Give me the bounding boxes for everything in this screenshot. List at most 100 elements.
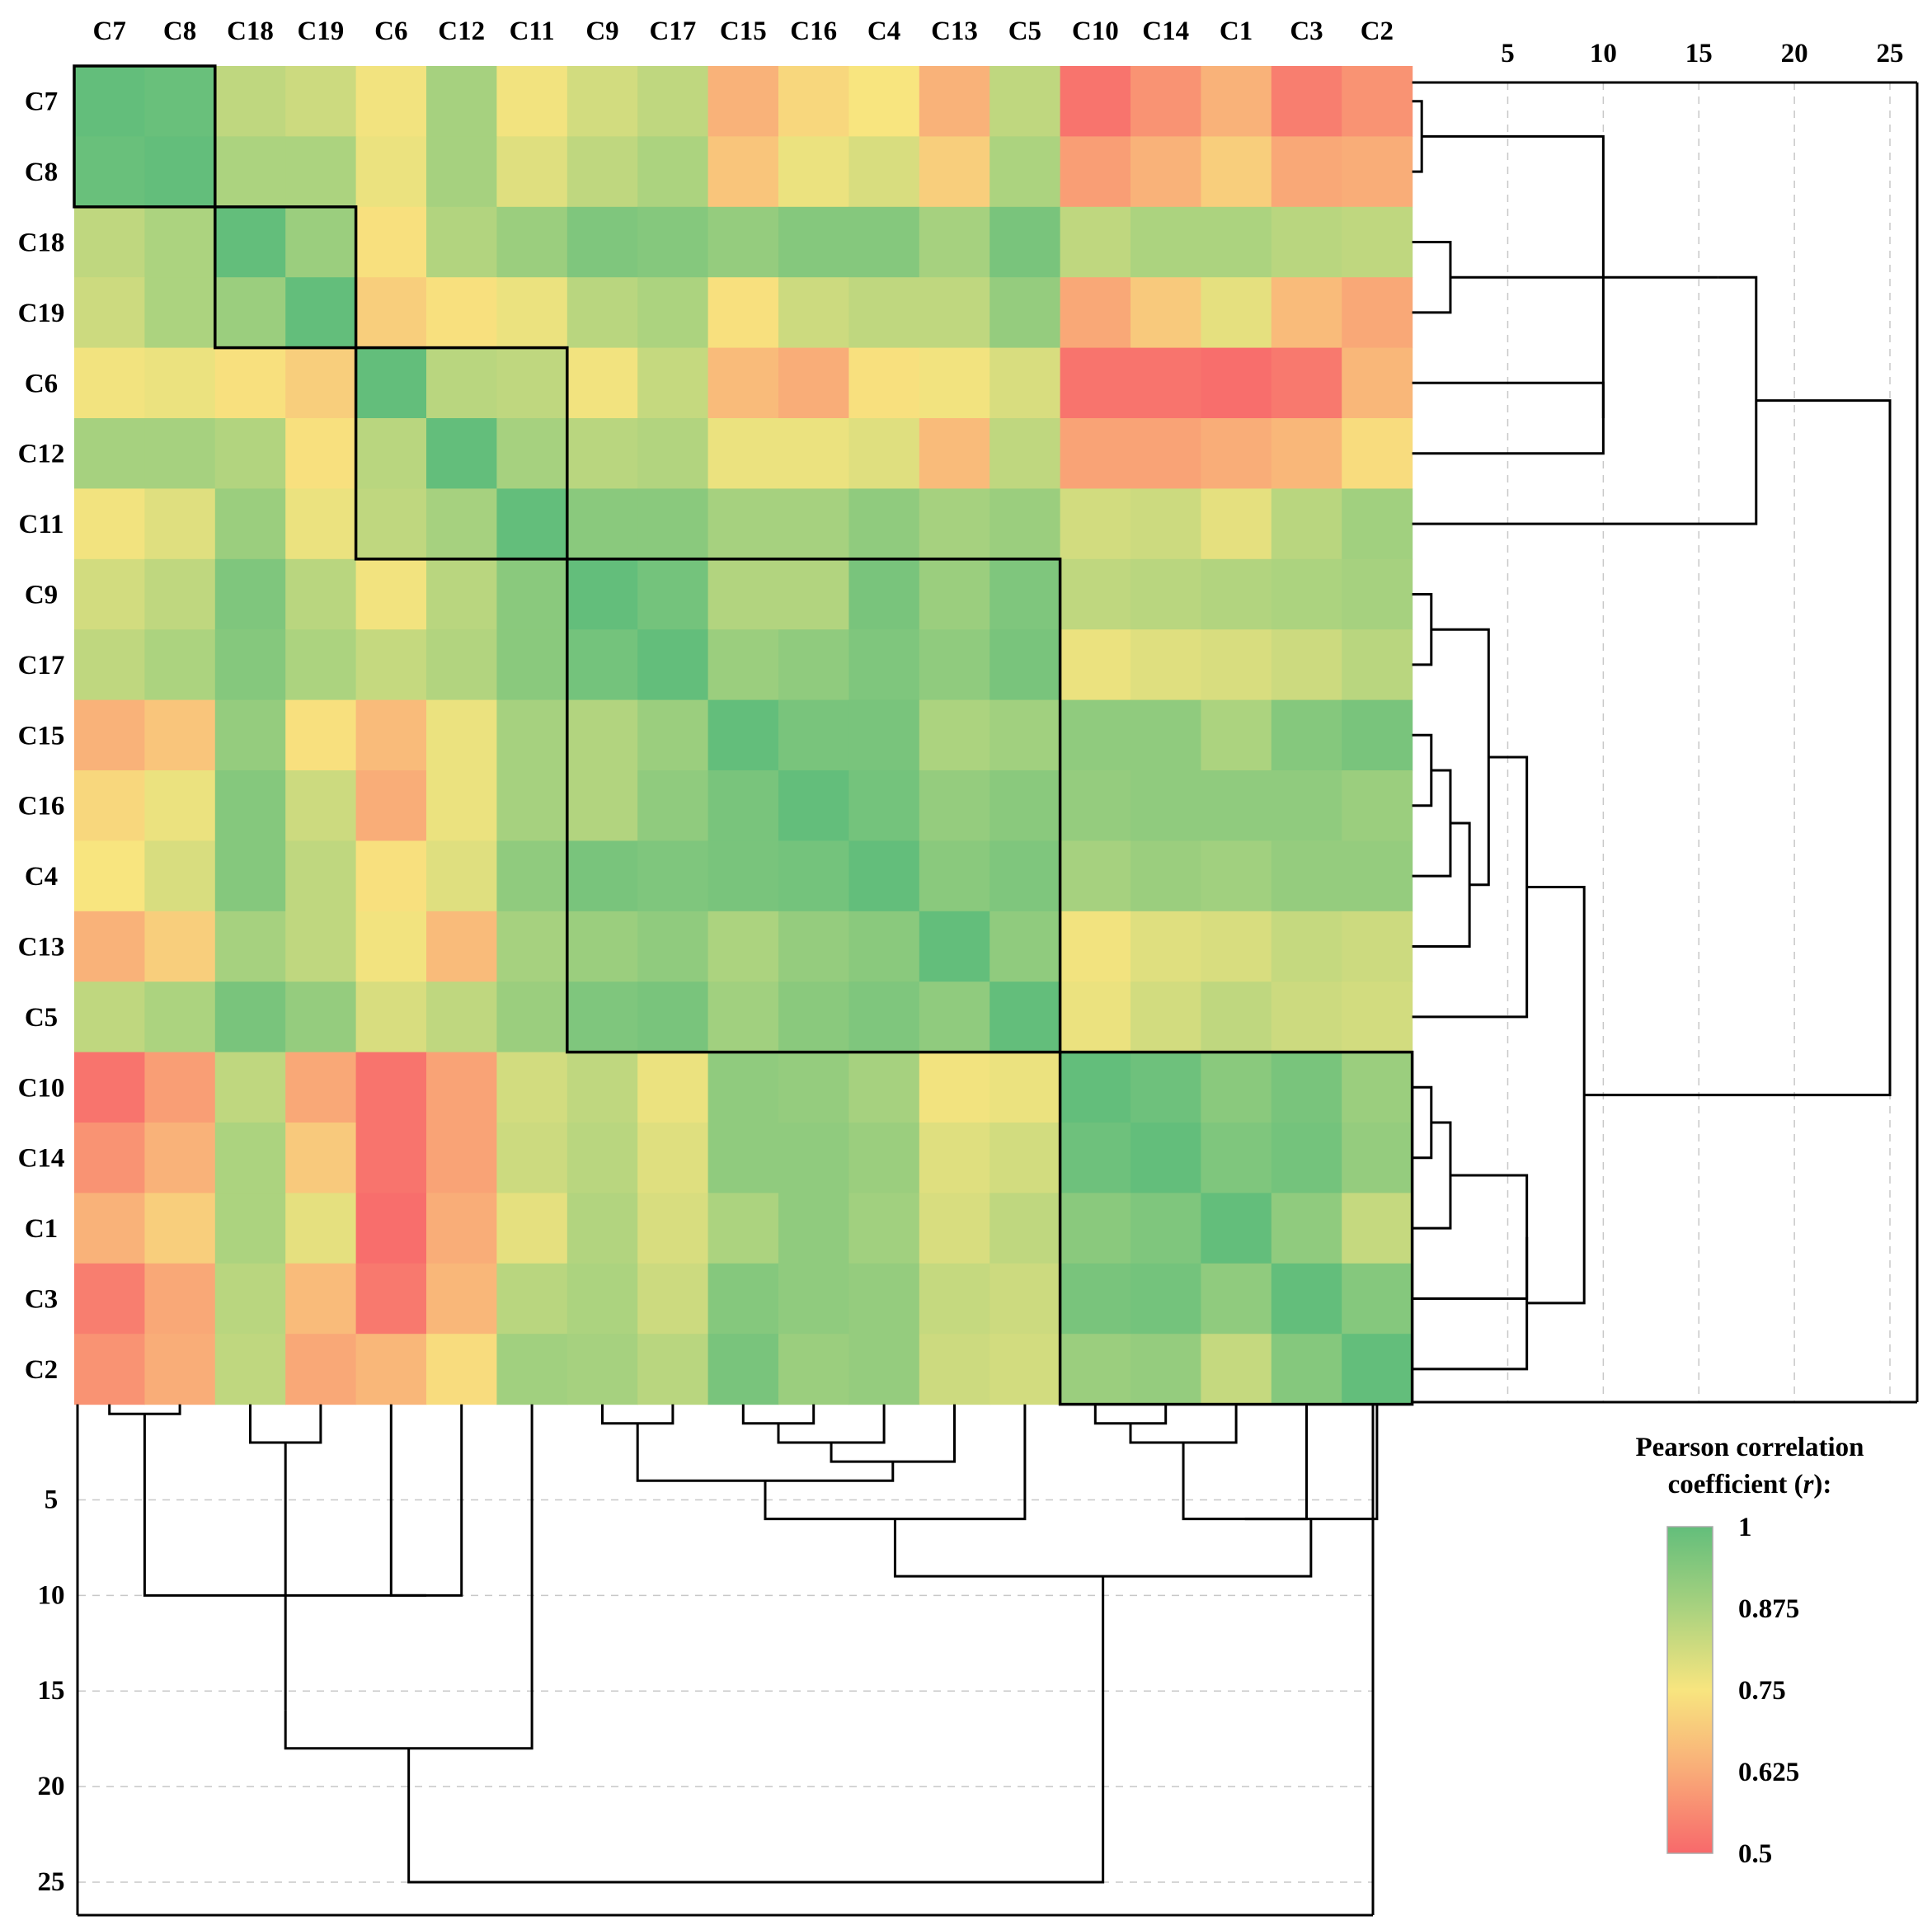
heatmap-cell-C5-C14 xyxy=(1131,981,1201,1053)
heatmap-cell-C8-C17 xyxy=(637,136,709,208)
heatmap-cell-C12-C19 xyxy=(285,418,357,489)
heatmap-cell-C6-C5 xyxy=(990,347,1061,419)
heatmap-cell-C11-C5 xyxy=(990,488,1061,560)
column-label-C18: C18 xyxy=(227,16,274,46)
right-axis-tick-20: 20 xyxy=(1781,39,1808,68)
heatmap-cell-C16-C11 xyxy=(496,770,568,841)
heatmap-cell-C8-C3 xyxy=(1271,136,1342,208)
heatmap-cell-C14-C15 xyxy=(707,1123,779,1193)
heatmap-cell-C6-C9 xyxy=(566,347,638,419)
heatmap-cell-C6-C1 xyxy=(1201,347,1272,419)
heatmap-cell-C18-C15 xyxy=(707,206,779,278)
heatmap-cell-C3-C14 xyxy=(1131,1263,1201,1335)
heatmap-cell-C13-C5 xyxy=(990,911,1061,982)
heatmap-cell-C7-C18 xyxy=(214,66,286,137)
heatmap-cell-C17-C6 xyxy=(355,629,427,701)
row-label-C10: C10 xyxy=(18,1073,65,1103)
heatmap-cell-C15-C18 xyxy=(214,699,286,771)
row-label-C2: C2 xyxy=(25,1355,58,1385)
column-dendrogram-link-16 xyxy=(1244,1404,1379,1521)
heatmap-cell-C4-C15 xyxy=(707,840,779,912)
heatmap-cell-C19-C17 xyxy=(637,277,709,349)
heatmap-cell-C5-C13 xyxy=(919,981,990,1053)
heatmap-cell-C6-C16 xyxy=(778,347,849,419)
right-axis-tick-10: 10 xyxy=(1590,39,1617,68)
heatmap-cell-C14-C4 xyxy=(848,1123,920,1193)
heatmap-cell-C15-C12 xyxy=(426,699,497,771)
row-dendrogram-link-1 xyxy=(1412,100,1423,173)
heatmap-cell-C18-C17 xyxy=(637,206,709,278)
heatmap-cell-C16-C18 xyxy=(214,770,286,841)
heatmap-cell-C8-C6 xyxy=(355,136,427,208)
heatmap-cell-C3-C11 xyxy=(496,1263,568,1335)
legend-color-bar xyxy=(1666,1526,1713,1854)
heatmap-cell-C9-C9 xyxy=(566,558,638,630)
heatmap-cell-C1-C6 xyxy=(355,1193,427,1264)
heatmap-cell-C5-C18 xyxy=(214,981,286,1053)
row-dendrogram-link-18 xyxy=(1584,399,1892,1097)
heatmap-cell-C10-C17 xyxy=(637,1052,709,1123)
heatmap-cell-C7-C13 xyxy=(919,66,990,137)
heatmap-cell-C18-C10 xyxy=(1060,206,1131,278)
heatmap-cell-C13-C1 xyxy=(1201,911,1272,982)
heatmap-cell-C3-C10 xyxy=(1060,1263,1131,1335)
heatmap-cell-C4-C2 xyxy=(1342,840,1413,912)
heatmap-cell-C16-C17 xyxy=(637,770,709,841)
heatmap-cell-C4-C17 xyxy=(637,840,709,912)
heatmap-cell-C2-C13 xyxy=(919,1334,990,1405)
heatmap-cell-C4-C5 xyxy=(990,840,1061,912)
heatmap-cell-C7-C10 xyxy=(1060,66,1131,137)
axis-labels: C7 C7 C8 C8 C18 C18 C19 C19 C6 C6 C12 C12 C11 C11 C9 C9… xyxy=(18,16,1394,1385)
heatmap-cell-C11-C16 xyxy=(778,488,849,560)
heatmap-cell-C11-C7 xyxy=(74,488,145,560)
heatmap-cell-C7-C12 xyxy=(426,66,497,137)
heatmap-cell-C19-C5 xyxy=(990,277,1061,349)
heatmap-cell-C13-C19 xyxy=(285,911,357,982)
heatmap-cell-C15-C15 xyxy=(707,699,779,771)
heatmap-cell-C12-C10 xyxy=(1060,418,1131,489)
heatmap-cell-C13-C7 xyxy=(74,911,145,982)
heatmap-cell-C16-C14 xyxy=(1131,770,1201,841)
heatmap-cell-C2-C8 xyxy=(144,1334,216,1405)
heatmap-cell-C2-C3 xyxy=(1271,1334,1342,1405)
heatmap-cell-C12-C7 xyxy=(74,418,145,489)
heatmap-cell-C15-C7 xyxy=(74,699,145,771)
heatmap-cell-C10-C1 xyxy=(1201,1052,1272,1123)
column-label-C11: C11 xyxy=(510,16,555,46)
heatmap-cell-C5-C7 xyxy=(74,981,145,1053)
heatmap-cell-C2-C2 xyxy=(1342,1334,1413,1405)
heatmap-cell-C4-C10 xyxy=(1060,840,1131,912)
row-label-C5: C5 xyxy=(25,1003,58,1033)
heatmap-cell-C2-C7 xyxy=(74,1334,145,1405)
heatmap-cell-C18-C1 xyxy=(1201,206,1272,278)
heatmap-cell-C1-C8 xyxy=(144,1193,216,1264)
column-label-C5: C5 xyxy=(1008,16,1041,46)
row-dendrogram-link-10 xyxy=(1412,821,1471,948)
heatmap-cell-C10-C16 xyxy=(778,1052,849,1123)
heatmap-cell-C6-C18 xyxy=(214,347,286,419)
heatmap-cell-C14-C11 xyxy=(496,1123,568,1193)
heatmap-cell-C10-C19 xyxy=(285,1052,357,1123)
heatmap-cell-C11-C3 xyxy=(1271,488,1342,560)
heatmap-cell-C15-C3 xyxy=(1271,699,1342,771)
heatmap-cell-C2-C12 xyxy=(426,1334,497,1405)
row-dendrogram-link-16 xyxy=(1412,1236,1529,1371)
heatmap-cell-C4-C1 xyxy=(1201,840,1272,912)
heatmap-cell-C9-C4 xyxy=(848,558,920,630)
heatmap-cell-C14-C7 xyxy=(74,1123,145,1193)
heatmap-cell-C15-C11 xyxy=(496,699,568,771)
column-label-C3: C3 xyxy=(1290,16,1323,46)
heatmap-cell-C17-C18 xyxy=(214,629,286,701)
heatmap-cell-C9-C16 xyxy=(778,558,849,630)
column-dendrogram-link-1 xyxy=(108,1404,181,1415)
heatmap-cell-C5-C12 xyxy=(426,981,497,1053)
color-legend: Pearson correlation coefficient (r): 1 0.… xyxy=(1635,1433,1864,1869)
heatmap-cell-C12-C14 xyxy=(1131,418,1201,489)
row-dendrogram-link-9 xyxy=(1412,769,1452,878)
heatmap-cell-C16-C7 xyxy=(74,770,145,841)
heatmap-cell-C9-C10 xyxy=(1060,558,1131,630)
cluster-box-4 xyxy=(566,558,1062,1054)
heatmap-cell-C17-C11 xyxy=(496,629,568,701)
heatmap-cell-C18-C8 xyxy=(144,206,216,278)
heatmap-cell-C9-C18 xyxy=(214,558,286,630)
